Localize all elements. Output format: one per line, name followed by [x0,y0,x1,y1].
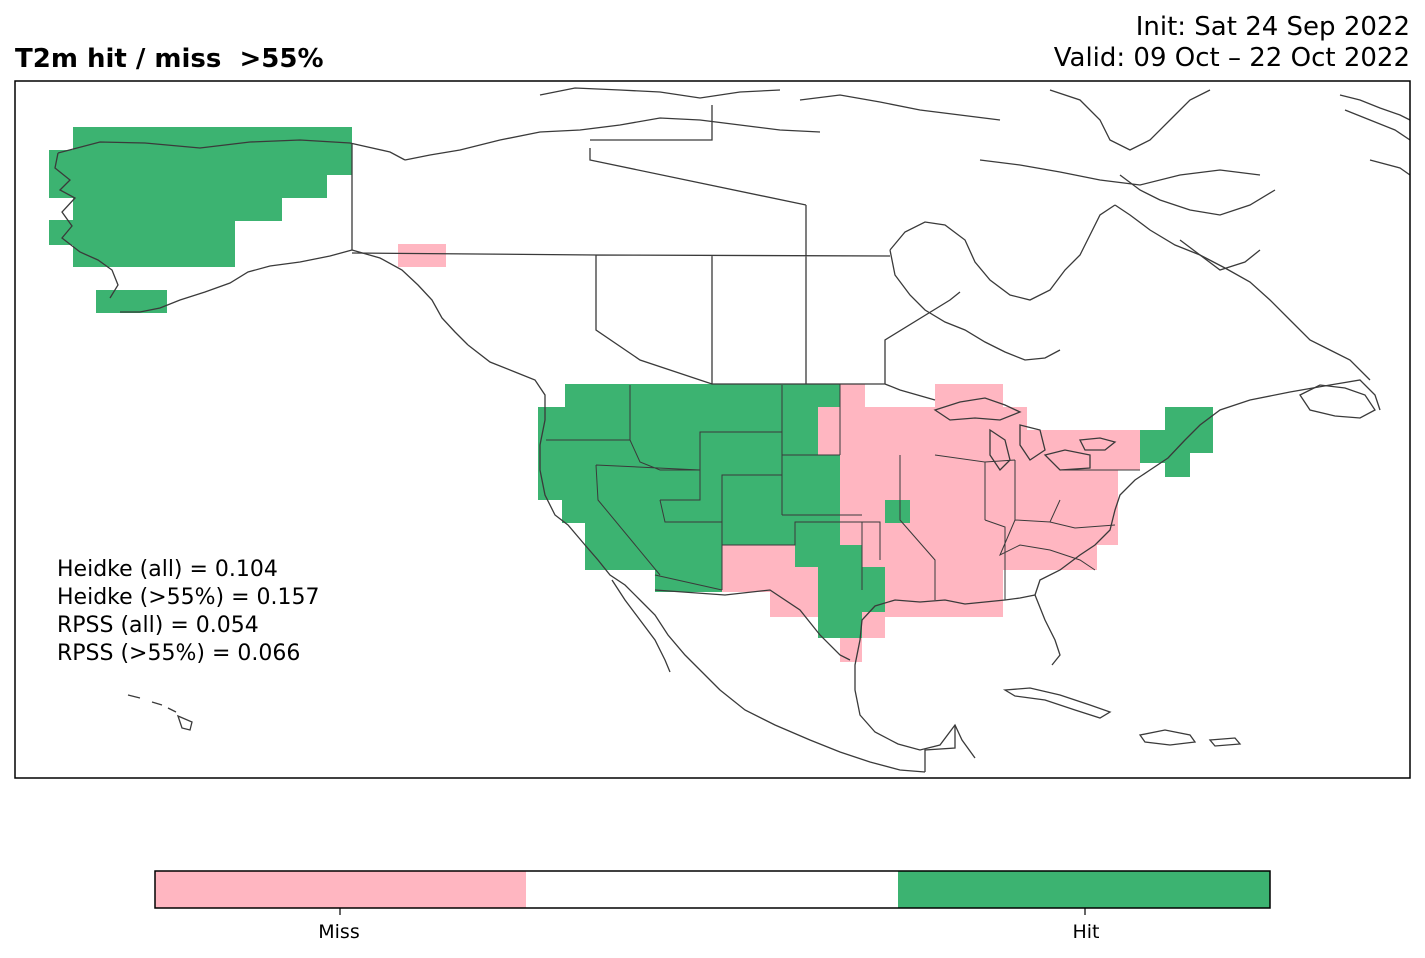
skill-scores: Heidke (all) = 0.104 Heidke (>55%) = 0.1… [57,556,320,668]
cuba-caribbean [1002,687,1242,747]
hawaii [127,694,193,731]
forecast-cells [49,127,1213,662]
east-coast [1034,379,1381,596]
great-lakes [933,397,1117,472]
forecast-cell-region [49,127,352,313]
forecast-cell-region [885,500,910,523]
us-state-borders [546,384,1140,600]
forecast-cell-region [818,384,1140,662]
mexico-border [654,589,956,772]
map-frame [14,80,1411,779]
rpss-55: RPSS (>55%) = 0.066 [57,641,301,666]
colorbar-label-hit: Hit [1072,921,1100,943]
rpss-all: RPSS (all) = 0.054 [57,613,259,638]
alaska-coast [54,139,469,346]
arctic-coast [404,87,1261,186]
gulf-coast [854,594,1061,759]
arctic-islands [1049,89,1411,271]
hudson-bay [889,204,1116,361]
greenland-edge [1339,94,1411,121]
heidke-55: Heidke (>55%) = 0.157 [57,585,320,610]
forecast-cell-region [398,244,446,267]
forecast-cell-region [1003,570,1050,600]
map-outlines [54,87,1411,773]
heidke-all: Heidke (all) = 0.104 [57,557,278,582]
forecast-cell-region [1140,407,1213,477]
us-canada-border [351,105,961,401]
map-title: T2m hit / miss >55% [15,44,324,74]
north-america-west-coast [467,344,926,773]
init-date: Init: Sat 24 Sep 2022 [1135,12,1410,42]
labrador-coast [1114,204,1371,381]
valid-range: Valid: 09 Oct – 22 Oct 2022 [1053,43,1410,73]
newfoundland [1299,384,1376,419]
forecast-cell-region [722,545,818,617]
colorbar-label-miss: Miss [318,921,360,943]
forecast-cell-region [538,384,885,638]
date-info: Init: Sat 24 Sep 2022 Valid: 09 Oct – 22… [1054,12,1410,74]
